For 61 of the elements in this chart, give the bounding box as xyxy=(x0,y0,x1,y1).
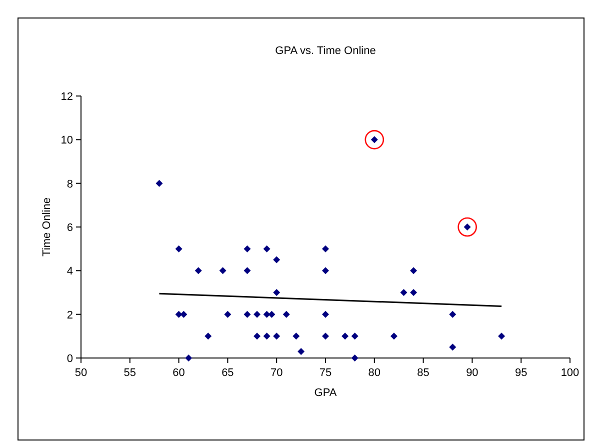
point xyxy=(364,130,384,150)
y-tick-label: 10 xyxy=(60,134,73,147)
x-tick-label: 85 xyxy=(417,367,430,379)
point xyxy=(175,310,182,318)
x-axis-title: GPA xyxy=(314,387,338,399)
point xyxy=(390,332,398,340)
point xyxy=(322,332,329,340)
point xyxy=(298,348,305,355)
x-tick-label: 65 xyxy=(222,367,234,379)
point xyxy=(185,354,192,362)
point xyxy=(244,310,251,318)
point xyxy=(244,267,251,274)
point xyxy=(263,245,270,252)
point xyxy=(273,256,280,264)
x-tick-label: 80 xyxy=(368,367,381,379)
x-tick-label: 90 xyxy=(466,367,478,379)
point xyxy=(156,180,163,187)
point xyxy=(204,332,212,340)
point xyxy=(351,332,358,340)
point xyxy=(263,310,270,318)
point xyxy=(322,267,329,274)
y-tick-label: 12 xyxy=(60,91,73,103)
x-tick-label: 50 xyxy=(74,367,88,379)
y-axis-title: Time Online xyxy=(41,198,53,256)
point xyxy=(194,267,202,274)
point xyxy=(410,267,418,274)
y-tick-label: 6 xyxy=(66,222,73,234)
point xyxy=(400,289,408,296)
x-tick-label: 95 xyxy=(514,367,528,379)
point xyxy=(458,217,477,237)
point xyxy=(180,310,188,318)
x-tick-label: 60 xyxy=(172,367,185,379)
point xyxy=(292,332,300,340)
x-tick-label: 75 xyxy=(319,367,332,379)
point xyxy=(175,245,182,252)
point xyxy=(498,332,506,340)
point xyxy=(322,310,329,318)
point xyxy=(219,267,226,274)
y-tick-label: 0 xyxy=(66,353,73,365)
y-tick-label: 8 xyxy=(66,178,73,190)
point xyxy=(282,310,290,318)
point xyxy=(449,344,456,351)
point xyxy=(254,310,261,318)
point xyxy=(449,310,456,318)
y-tick-label: 2 xyxy=(66,309,73,322)
point xyxy=(342,332,349,340)
y-tick-label: 4 xyxy=(66,266,73,278)
point xyxy=(410,289,418,296)
point xyxy=(351,354,358,362)
point xyxy=(224,310,232,318)
point xyxy=(322,245,329,252)
point xyxy=(273,332,280,340)
x-tick-label: 70 xyxy=(270,367,283,379)
x-tick-label: 100 xyxy=(560,367,580,379)
point xyxy=(268,310,276,318)
chart-title: GPA vs. Time Online xyxy=(275,45,376,57)
x-tick-label: 55 xyxy=(124,367,136,379)
point xyxy=(244,245,251,252)
point xyxy=(263,332,270,340)
point xyxy=(254,332,261,340)
point xyxy=(273,289,280,296)
